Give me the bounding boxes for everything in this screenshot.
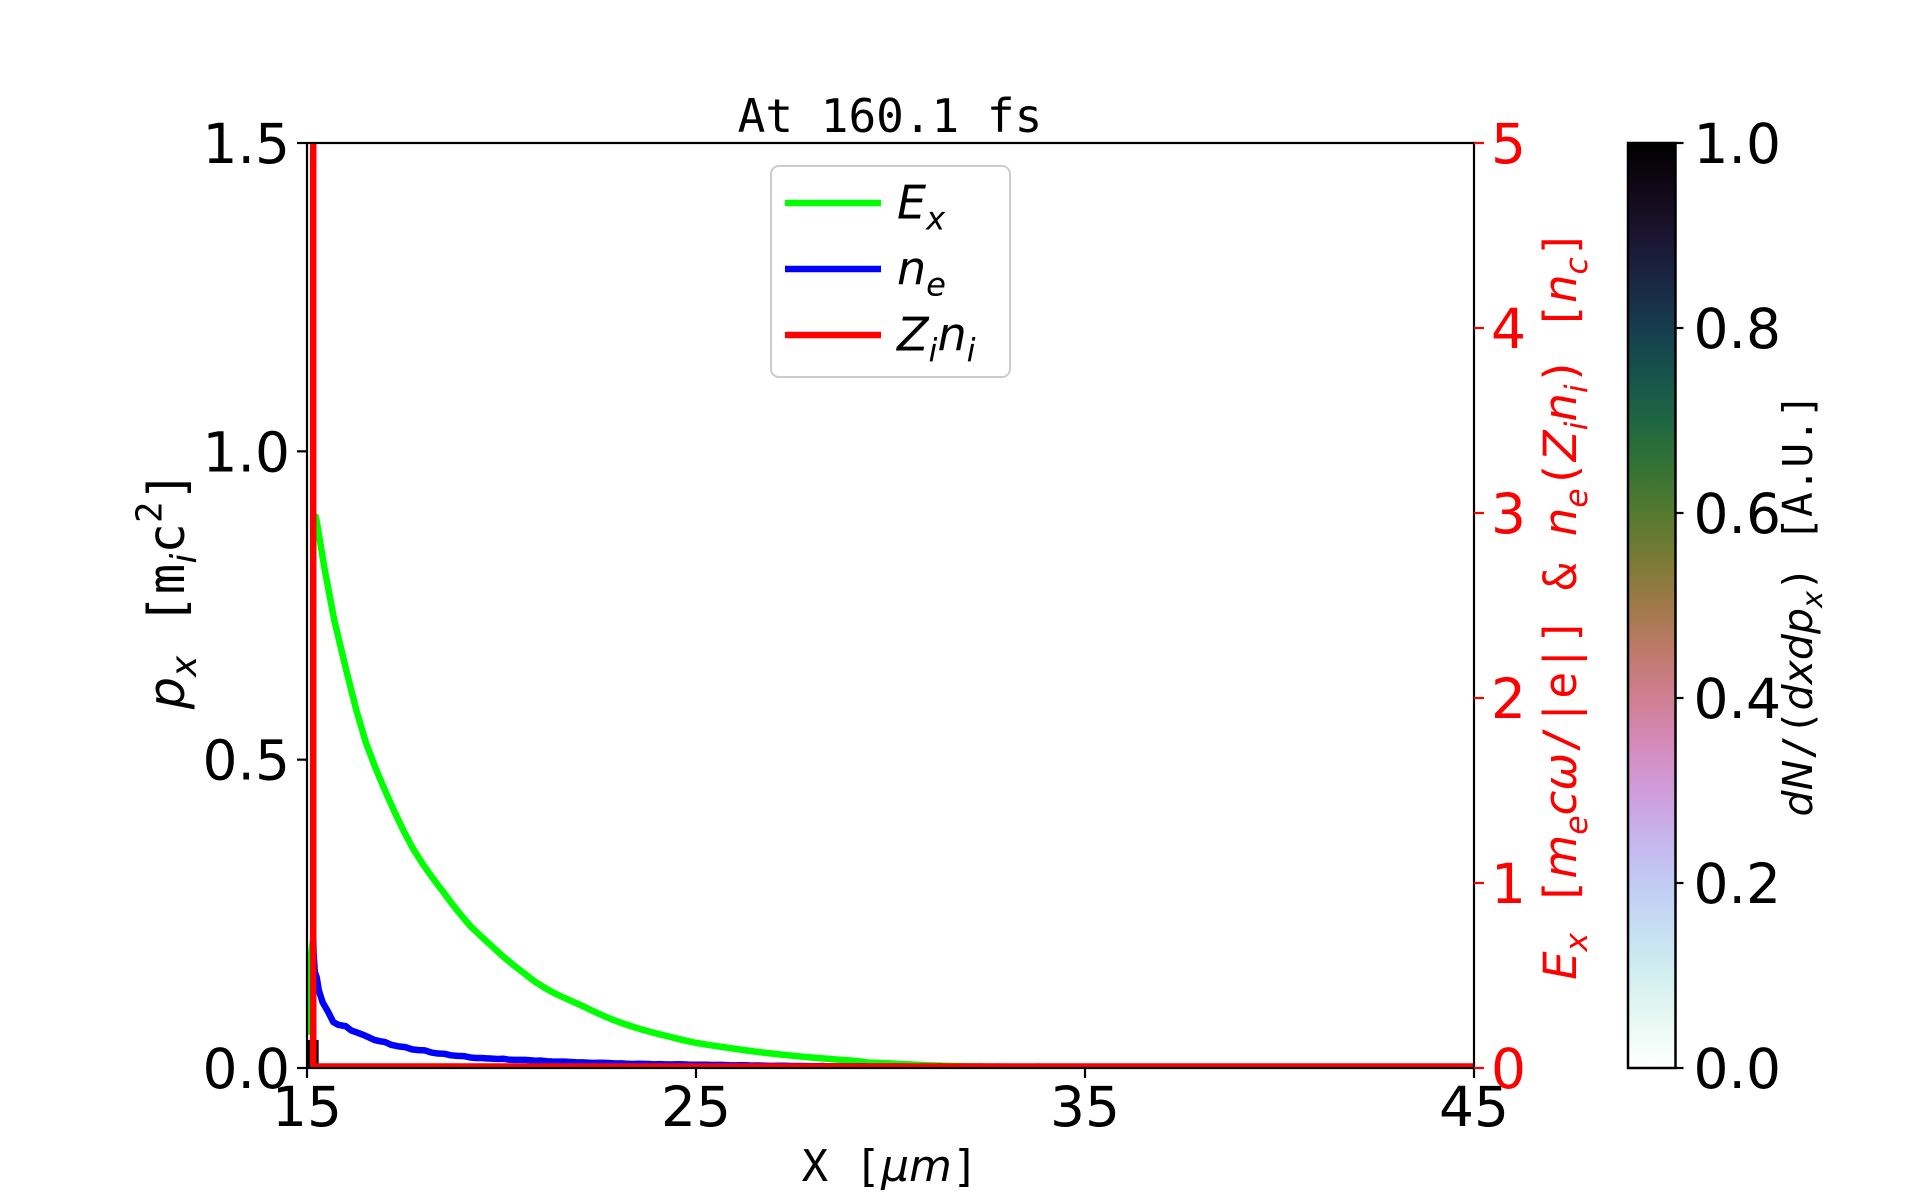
colorbar-tick-label: 0.6 bbox=[1694, 482, 1781, 546]
x-tick-label: 25 bbox=[661, 1075, 731, 1139]
y-left-tick-label: 1.5 bbox=[203, 112, 290, 176]
text-segment: /( bbox=[1774, 710, 1822, 759]
text-segment: i bbox=[164, 554, 205, 564]
x-tick-label: 35 bbox=[1050, 1075, 1120, 1139]
colorbar-tick-label: 0.8 bbox=[1694, 297, 1781, 361]
x-axis-label: X [μm] bbox=[802, 1141, 979, 1192]
text-segment: [ bbox=[1534, 879, 1587, 933]
text-segment: e bbox=[926, 266, 946, 304]
legend-label-ex: Ex bbox=[897, 176, 946, 238]
text-segment: x bbox=[1795, 590, 1829, 609]
text-segment: E bbox=[897, 176, 926, 230]
y-right-tick-label: 0 bbox=[1491, 1037, 1526, 1101]
text-segment: e bbox=[1559, 488, 1595, 507]
text-segment: E bbox=[1534, 951, 1587, 980]
text-segment: n bbox=[1534, 275, 1587, 304]
y-right-tick-label: 2 bbox=[1491, 667, 1526, 731]
text-segment: e bbox=[1559, 815, 1595, 834]
text-segment: dxdp bbox=[1774, 608, 1822, 710]
text-segment: ( bbox=[1534, 461, 1587, 488]
y-right-tick-label: 5 bbox=[1491, 112, 1526, 176]
colorbar: 0.0 0.2 0.4 0.6 0.8 1.0 dN/(dxdpx) [A.U.] bbox=[1626, 112, 1829, 1101]
text-segment: dN bbox=[1774, 760, 1822, 817]
series-line-zini bbox=[309, 143, 1474, 1068]
legend-box bbox=[770, 165, 1011, 378]
text-segment: i bbox=[1559, 421, 1595, 430]
text-segment: n bbox=[897, 242, 926, 296]
legend-label-zini: Zini bbox=[895, 308, 976, 370]
y-axis-label-left: px [mic2] bbox=[130, 471, 206, 710]
text-segment: n bbox=[1534, 508, 1587, 537]
colorbar-outline bbox=[1626, 141, 1677, 1070]
text-segment: m bbox=[1534, 835, 1587, 879]
y-right-tick-label: 3 bbox=[1491, 482, 1526, 546]
text-segment: c bbox=[1559, 257, 1595, 274]
text-segment: ] bbox=[138, 471, 197, 502]
text-segment: ) bbox=[1774, 566, 1822, 591]
y-left-tick-label: 1.0 bbox=[203, 420, 290, 484]
text-segment: 2 bbox=[130, 501, 171, 523]
text-segment: ) [ bbox=[1534, 303, 1587, 384]
text-segment: p bbox=[138, 677, 197, 710]
y-left-tick-label: 0.0 bbox=[203, 1037, 290, 1101]
colorbar-tick-label: 1.0 bbox=[1694, 112, 1781, 176]
text-segment: X [ bbox=[802, 1141, 881, 1192]
text-segment: [A.U.] bbox=[1774, 394, 1822, 567]
series-line-ex bbox=[307, 513, 1474, 1068]
text-segment: ] bbox=[1534, 230, 1587, 257]
colorbar-tick-label: 0.2 bbox=[1694, 852, 1781, 916]
legend-label-ne: ne bbox=[897, 242, 946, 304]
y-right-tick-label: 4 bbox=[1491, 297, 1526, 361]
text-segment: n bbox=[937, 308, 966, 362]
text-segment: i bbox=[967, 332, 976, 370]
text-segment: n bbox=[1534, 393, 1587, 422]
text-segment: c bbox=[138, 523, 197, 554]
text-segment: At 160.1 fs bbox=[738, 89, 1043, 143]
text-segment: /|e|] & bbox=[1534, 536, 1587, 753]
text-segment: c bbox=[1534, 790, 1587, 815]
text-segment: ] bbox=[952, 1141, 979, 1192]
colorbar-tick-label: 0.0 bbox=[1694, 1037, 1781, 1101]
axes-frame bbox=[305, 141, 1476, 1070]
y-left-tick-label: 0.5 bbox=[203, 729, 290, 793]
colorbar-tick-label: 0.4 bbox=[1694, 667, 1781, 731]
text-segment: x bbox=[164, 655, 205, 678]
plot-title: At 160.1 fs bbox=[738, 89, 1043, 143]
text-segment: ω bbox=[1534, 753, 1587, 791]
text-segment: i bbox=[929, 332, 938, 370]
text-segment: Z bbox=[895, 308, 930, 362]
x-tick-label: 15 bbox=[272, 1075, 342, 1139]
series-line-ne bbox=[309, 935, 1474, 1068]
colorbar-bar bbox=[1628, 143, 1676, 1068]
text-segment: [m bbox=[138, 564, 197, 656]
text-segment: μm bbox=[880, 1141, 952, 1192]
text-segment: i bbox=[1559, 384, 1595, 393]
y-right-tick-label: 1 bbox=[1491, 852, 1526, 916]
y-axis-label-right: Ex [mecω/|e|] & ne(Zini) [nc] bbox=[1534, 230, 1595, 980]
axes-layer bbox=[297, 141, 1484, 1078]
text-segment: x bbox=[925, 200, 946, 238]
x-tick-label: 45 bbox=[1439, 1075, 1509, 1139]
text-segment: x bbox=[1559, 932, 1595, 952]
text-segment: Z bbox=[1534, 429, 1587, 462]
colorbar-label: dN/(dxdpx) [A.U.] bbox=[1774, 394, 1829, 817]
